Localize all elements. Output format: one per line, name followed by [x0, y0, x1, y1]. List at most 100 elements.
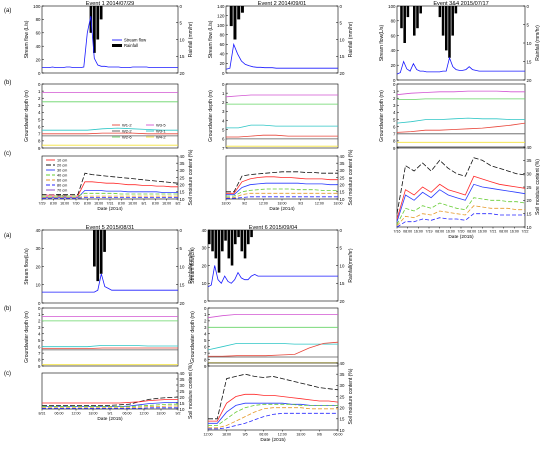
event1-flow-axis-tick-label: 80 — [36, 17, 41, 22]
event4-ylabel-flow: Stream flow(L/s) — [24, 248, 30, 285]
event5-rain-axis-tick-label: 20 — [340, 299, 345, 304]
event1-rain-axis-tick-label: 10 — [180, 37, 185, 42]
event5-gw-axis-tick-label: 3 — [204, 325, 207, 330]
event5-rain-bar — [230, 230, 234, 266]
event1-x-tick-label: 8:00 — [84, 202, 91, 206]
event1-sm-axis-tick-label: 30 — [180, 168, 185, 173]
event4-gw-axis-tick-label: 1 — [38, 312, 41, 317]
event3-ylabel-flow: Stream flow(L/s) — [379, 24, 385, 61]
event2-sm-20cm — [226, 171, 338, 193]
legend-gw-label-W1-2: W1-2 — [122, 123, 132, 128]
event5-x-tick-label: 18:00 — [296, 433, 305, 437]
event5-gw-axis-tick-label: 1 — [204, 312, 207, 317]
legend-sm-label-20cm: 20 cm — [57, 164, 67, 168]
event3-x-tick-label: 08:00 — [499, 230, 508, 234]
event4-streamflow-line — [42, 273, 178, 293]
event4-rain-axis-tick-label: 0 — [180, 228, 183, 233]
event4-x-tick-label: 18:00 — [89, 412, 98, 416]
event5-sm-axis-tick-label: 30 — [340, 383, 345, 388]
event1-x-tick-label: 16:00 — [60, 202, 69, 206]
event2-xlabel: Date (2014) — [269, 206, 295, 212]
event3-flow-axis-tick-label: 20 — [391, 63, 396, 68]
legend-gw-label-W3-1: W3-1 — [156, 129, 166, 134]
event3-rain-bar — [400, 6, 403, 29]
event3-rain-bar — [406, 6, 410, 18]
event2-title: Event 2 2014/09/01 — [258, 1, 307, 7]
event5-rain-bar — [237, 230, 240, 238]
event1-x-tick-label: 7/31 — [107, 202, 114, 206]
event4-xlabel: Date (2015) — [97, 416, 123, 422]
event3-sm-80cm — [396, 213, 525, 228]
event3-x-tick-label: 16:00 — [510, 230, 519, 234]
event3-xlabel: Date (2015) — [448, 234, 474, 240]
event2-sm-10cm — [226, 176, 338, 194]
event5-gw-W1-2 — [208, 341, 339, 357]
event5-rain-bar — [221, 230, 224, 252]
event5-ylabel-rain: Rainfall(mm/hr) — [348, 248, 354, 283]
event5-flow-axis-tick-label: 30 — [202, 246, 207, 251]
event5-gw-axis-tick-label: 4 — [204, 332, 207, 337]
event5-gw-axis-tick-label: 0 — [204, 306, 207, 311]
event3-rain-bar — [448, 6, 451, 58]
event4-gw-axis-tick-label: 3 — [38, 325, 41, 330]
legend-flow-label: Stream flow — [124, 38, 147, 43]
event5-rain-bar — [217, 230, 221, 273]
event2-rain-axis-tick-label: 15 — [340, 54, 345, 59]
event3-gw-W2-6 — [397, 98, 525, 100]
event1-sm-80cm — [42, 197, 178, 199]
event4-rain-bar — [96, 230, 100, 282]
event4-sm-40cm — [42, 403, 178, 408]
event3-rain-bar — [416, 6, 419, 29]
event2-rain-axis-tick-label: 10 — [340, 37, 345, 42]
event1-ylabel-gw: Groundwater depth (m) — [24, 90, 30, 142]
event4-x-tick-label: 9/1 — [108, 412, 113, 416]
event5-gw-axis-tick-label: 6 — [204, 344, 207, 349]
event1-ylabel-rain: Rainfall (mm/hr) — [188, 21, 194, 57]
event4-sm-axis-tick-label: 40 — [180, 371, 185, 376]
event2-rain-axis-tick-label: 0 — [340, 4, 343, 9]
event2-ylabel-rain: Rainfall (mm/hr) — [348, 21, 354, 57]
event1-x-tick-label: 8/1 — [142, 202, 147, 206]
event1-x-tick-label: 7/29 — [39, 202, 46, 206]
event3-rain-bar — [419, 6, 422, 14]
event3-flow-axis-tick-label: 0 — [393, 78, 396, 83]
event1-x-tick-label: 8:00 — [50, 202, 57, 206]
event5-panel-c-frame — [207, 362, 339, 431]
event5-x-tick-label: 9/6 — [317, 433, 322, 437]
event4-ylabel-rain: Rainfall(mm/hr) — [188, 249, 194, 284]
event3-gw-W3-1 — [396, 117, 525, 124]
event2-flow-axis-tick-label: 140 — [217, 4, 225, 9]
event4-title: Event 5 2015/08/31 — [86, 225, 135, 231]
event4-sm-axis-tick-label: 15 — [180, 401, 185, 406]
event3-gw-axis-tick-label: 8 — [393, 139, 396, 144]
legend-sm-label-10cm: 10 cm — [57, 159, 67, 163]
legend-sm-label-40cm: 40 cm — [57, 174, 67, 178]
event3-rain-bar — [445, 6, 448, 51]
event1-rain-axis-tick-label: 5 — [180, 21, 183, 26]
event2-gw-axis-tick-label: 7 — [222, 146, 225, 151]
event1-title: Event 1 2014/07/29 — [86, 1, 135, 7]
event3-x-tick-label: 16:00 — [414, 230, 423, 234]
legend-rain-swatch — [112, 44, 122, 47]
event3-sm-10cm — [396, 175, 526, 220]
event3-x-tick-label: 7/21 — [490, 230, 497, 234]
event5-rain-bar — [227, 230, 231, 259]
event3-sm-axis-tick-label: 35 — [527, 158, 532, 163]
event4-sm-60cm — [42, 405, 178, 409]
event5-sm-10cm — [208, 393, 339, 422]
row-tag-a-top: (a) — [4, 8, 11, 14]
event1-sm-axis-tick-label: 20 — [180, 182, 185, 187]
event5-gw-W3-1 — [207, 342, 338, 351]
event4-flow-axis-tick-label: 10 — [36, 283, 41, 288]
event2-gw-axis-tick-label: 4 — [222, 118, 225, 123]
event5-rain-bar — [250, 230, 253, 238]
event5-gw-axis-tick-label: 5 — [204, 338, 207, 343]
event2-ylabel-sm: Soil moisture content (%) — [348, 149, 354, 205]
event2-sm-axis-tick-label: 15 — [340, 190, 345, 195]
event2-sm-axis-tick-label: 10 — [340, 197, 345, 202]
event5-gw-axis-tick-label: 8 — [204, 357, 207, 362]
event4-x-tick-label: 06:00 — [55, 412, 64, 416]
event2-sm-60cm — [226, 192, 338, 199]
event4-ylabel-gw: Groundwater depth (m) — [24, 311, 30, 363]
event5-rain-bar — [247, 230, 250, 245]
